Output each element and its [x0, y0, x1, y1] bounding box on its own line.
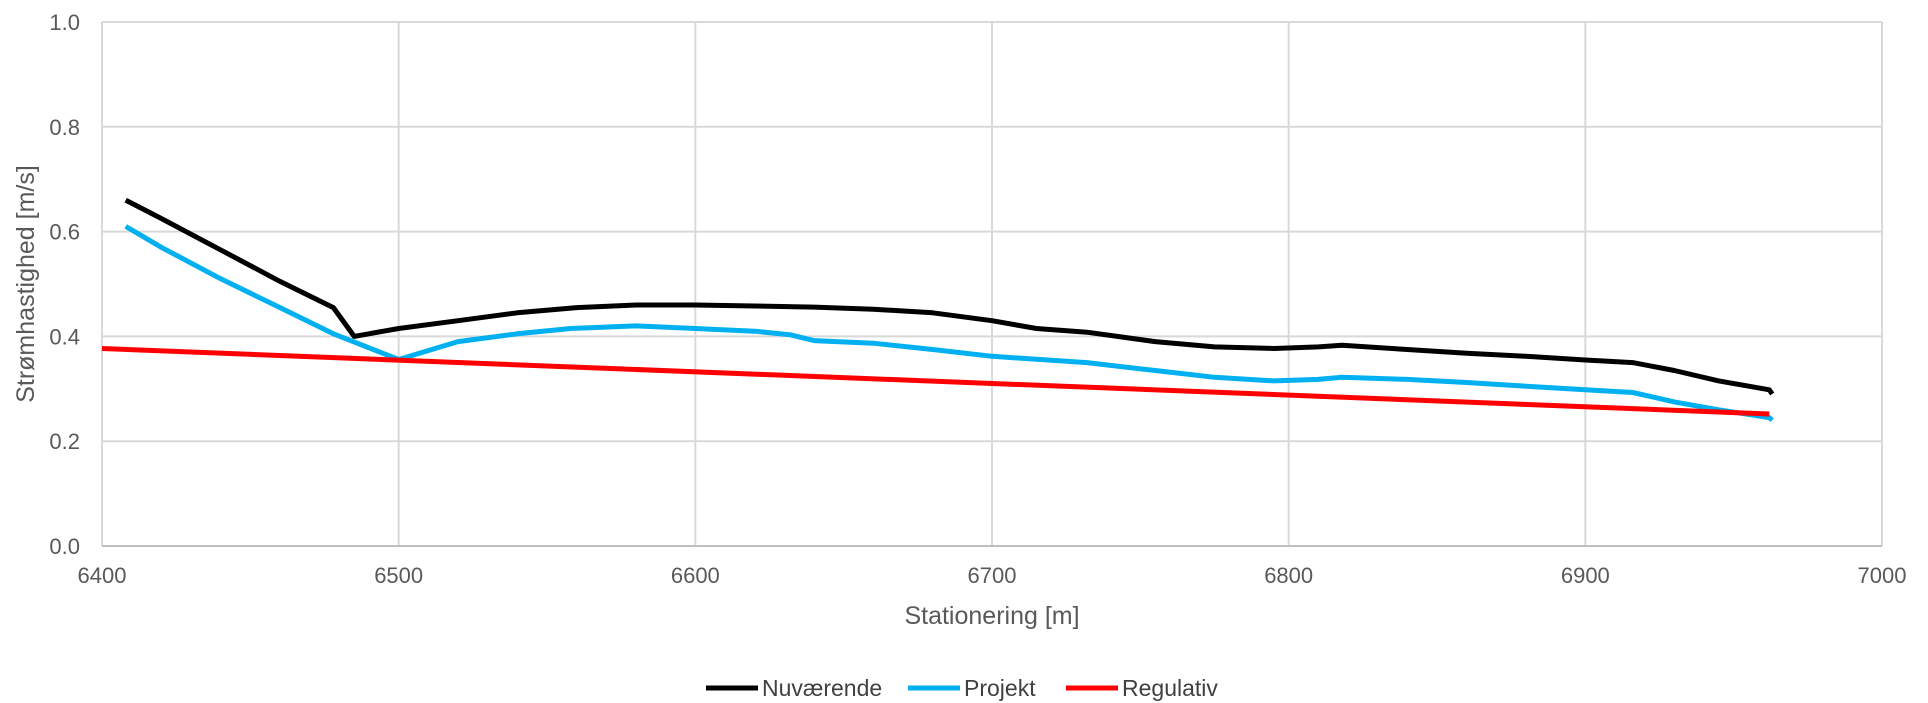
x-tick-label: 6800	[1264, 563, 1313, 588]
y-tick-label: 0.0	[49, 534, 80, 559]
legend: Nuværende Projekt Regulativ	[706, 675, 1218, 701]
x-tick-label: 6700	[968, 563, 1017, 588]
x-tick-label: 6400	[78, 563, 127, 588]
x-tick-label: 6500	[374, 563, 423, 588]
x-tick-label: 7000	[1858, 563, 1907, 588]
x-tick-label: 6600	[671, 563, 720, 588]
legend-label: Regulativ	[1122, 675, 1218, 701]
y-tick-label: 0.8	[49, 115, 80, 140]
y-axis-title: Strømhastighed [m/s]	[12, 165, 40, 403]
legend-label: Projekt	[964, 675, 1036, 701]
series-line-0	[124, 197, 1775, 396]
legend-label: Nuværende	[762, 675, 882, 701]
y-tick-label: 1.0	[49, 10, 80, 35]
y-tick-label: 0.6	[49, 220, 80, 245]
grid	[101, 21, 1883, 546]
series-line-1	[124, 224, 1774, 423]
y-tick-label: 0.4	[49, 324, 80, 349]
series-line-2	[101, 346, 1770, 417]
y-tick-label: 0.2	[49, 429, 80, 454]
series-layer	[101, 197, 1775, 423]
x-axis-title: Stationering [m]	[904, 602, 1079, 630]
x-tick-label: 6900	[1561, 563, 1610, 588]
axes: 0.0 0.2 0.4 0.6 0.8 1.0 6400 6500 6600 6700 6800 69…	[49, 10, 1906, 588]
